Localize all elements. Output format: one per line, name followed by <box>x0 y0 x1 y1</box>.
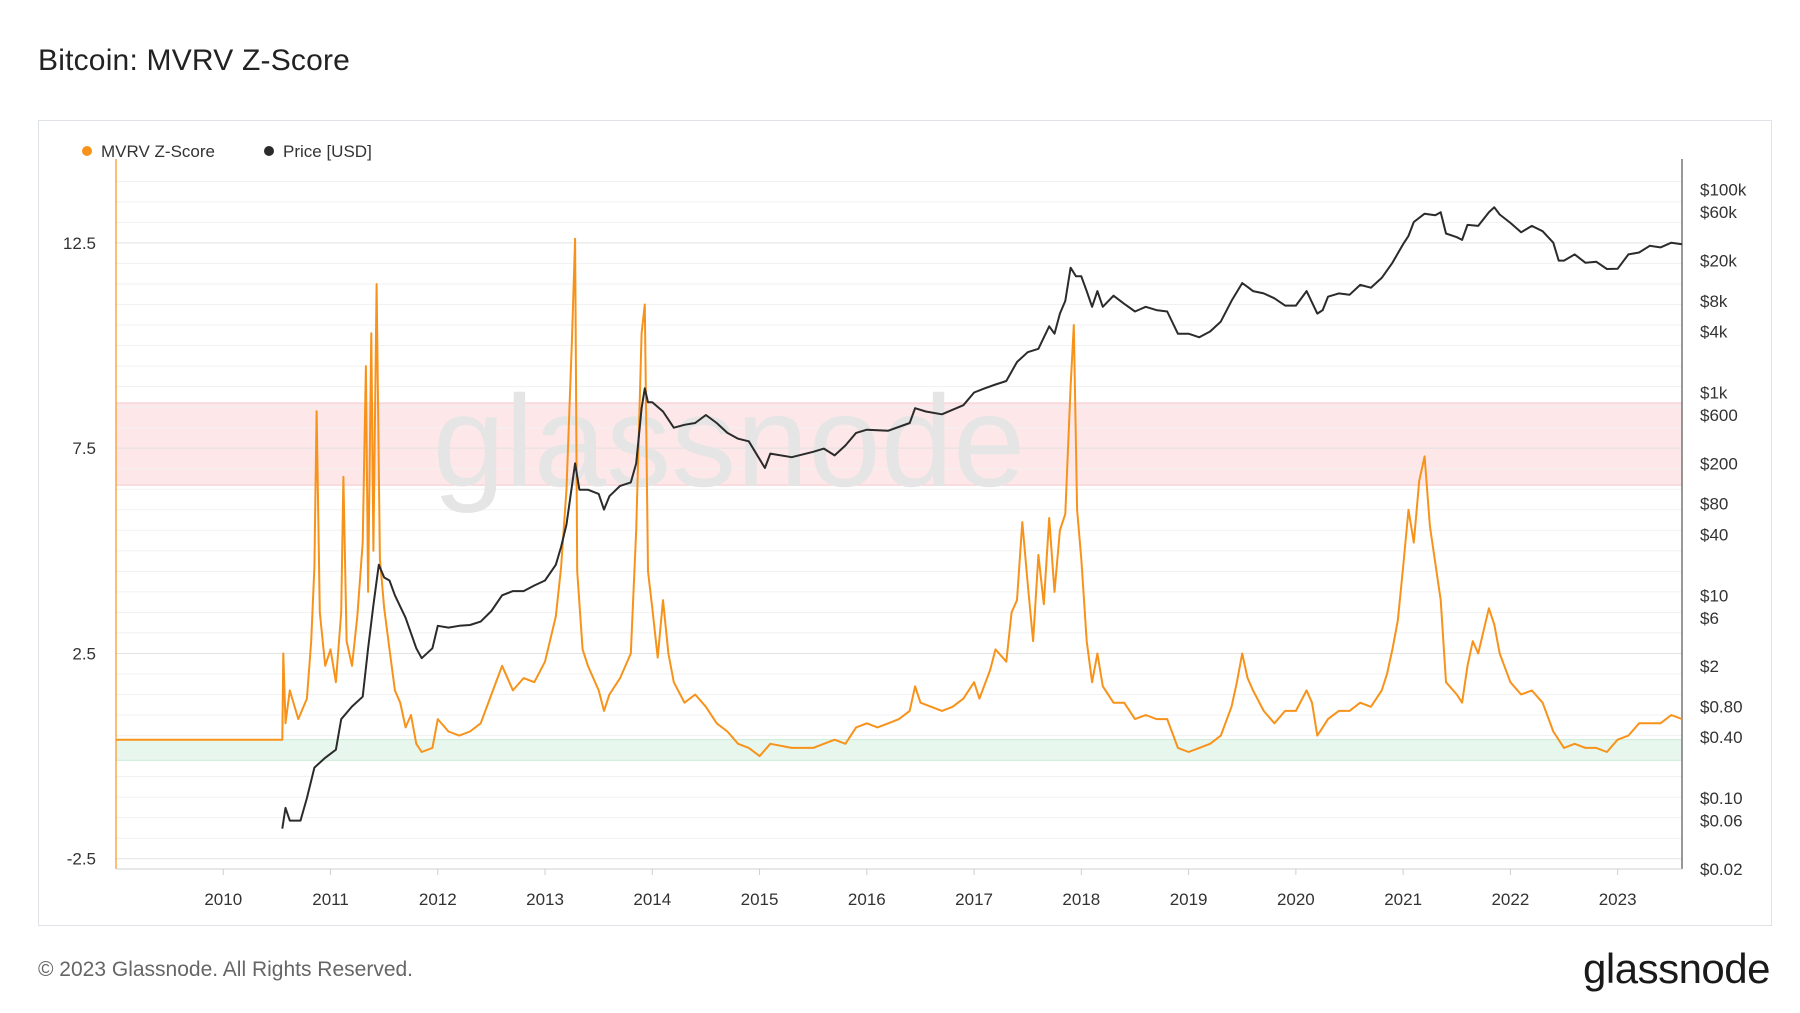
right-tick-label: $0.06 <box>1700 812 1743 831</box>
x-tick-label: 2019 <box>1170 890 1208 909</box>
right-axis-ticks: $100k $60k $20k $8k $4k $1k $600 $200 $80 $40 $10 $… <box>1700 181 1747 879</box>
right-tick-label: $4k <box>1700 322 1728 341</box>
right-tick-label: $20k <box>1700 252 1737 271</box>
axes <box>115 159 1683 870</box>
chart-watermark: glassnode <box>433 368 1026 514</box>
series-line-mvrv <box>116 237 1683 758</box>
zone-bands <box>116 402 1682 761</box>
x-tick-label: 2020 <box>1277 890 1315 909</box>
x-tick-label: 2015 <box>741 890 779 909</box>
x-tick-label: 2017 <box>955 890 993 909</box>
x-tick-label: 2022 <box>1491 890 1529 909</box>
right-tick-label: $2 <box>1700 657 1719 676</box>
right-tick-label: $10 <box>1700 586 1728 605</box>
right-tick-label: $6 <box>1700 609 1719 628</box>
right-tick-label: $60k <box>1700 203 1737 222</box>
x-tick-label: 2011 <box>312 890 349 909</box>
x-tick-label: 2014 <box>633 890 671 909</box>
series-line-price <box>281 206 1683 829</box>
legend-mvrv-marker <box>82 146 92 156</box>
legend[interactable]: MVRV Z-Score Price [USD] <box>82 142 372 161</box>
right-tick-label: $0.80 <box>1700 698 1743 717</box>
right-tick-label: $0.40 <box>1700 728 1743 747</box>
copyright-text: © 2023 Glassnode. All Rights Reserved. <box>38 958 414 981</box>
right-tick-label: $1k <box>1700 384 1728 403</box>
right-tick-label: $200 <box>1700 454 1738 473</box>
left-tick-label: 12.5 <box>63 234 96 253</box>
mvrv-chart: glassnode 12.5 7.5 2.5 -2.5 $100k $60k $20k $8… <box>63 142 1747 909</box>
left-tick-label: 2.5 <box>72 644 96 663</box>
legend-price-marker <box>264 146 274 156</box>
x-axis-ticks: 2010 2011 2012 2013 2014 2015 2016 2017 2018 2019… <box>204 869 1637 909</box>
x-tick-label: 2013 <box>526 890 564 909</box>
left-tick-label: 7.5 <box>72 439 96 458</box>
right-tick-label: $600 <box>1700 406 1738 425</box>
right-tick-label: $40 <box>1700 525 1728 544</box>
x-tick-label: 2010 <box>204 890 242 909</box>
x-tick-label: 2012 <box>419 890 457 909</box>
right-tick-label: $8k <box>1700 292 1728 311</box>
left-axis-ticks: 12.5 7.5 2.5 -2.5 <box>63 234 96 869</box>
right-tick-label: $80 <box>1700 495 1728 514</box>
x-tick-label: 2016 <box>848 890 886 909</box>
page-title: Bitcoin: MVRV Z-Score <box>38 44 351 77</box>
zone-band-1 <box>116 739 1682 761</box>
legend-price-label[interactable]: Price [USD] <box>283 142 372 161</box>
right-tick-label: $100k <box>1700 181 1747 200</box>
right-tick-label: $0.10 <box>1700 789 1743 808</box>
right-tick-label: $0.02 <box>1700 860 1743 879</box>
chart-card: glassnode 12.5 7.5 2.5 -2.5 $100k $60k $20k $8… <box>38 120 1772 926</box>
x-tick-label: 2021 <box>1384 890 1422 909</box>
x-tick-label: 2018 <box>1062 890 1100 909</box>
glassnode-logo: glassnode <box>1583 945 1770 992</box>
x-tick-label: 2023 <box>1599 890 1637 909</box>
left-tick-label: -2.5 <box>67 850 96 869</box>
legend-mvrv-label[interactable]: MVRV Z-Score <box>101 142 215 161</box>
series-lines <box>116 206 1683 829</box>
